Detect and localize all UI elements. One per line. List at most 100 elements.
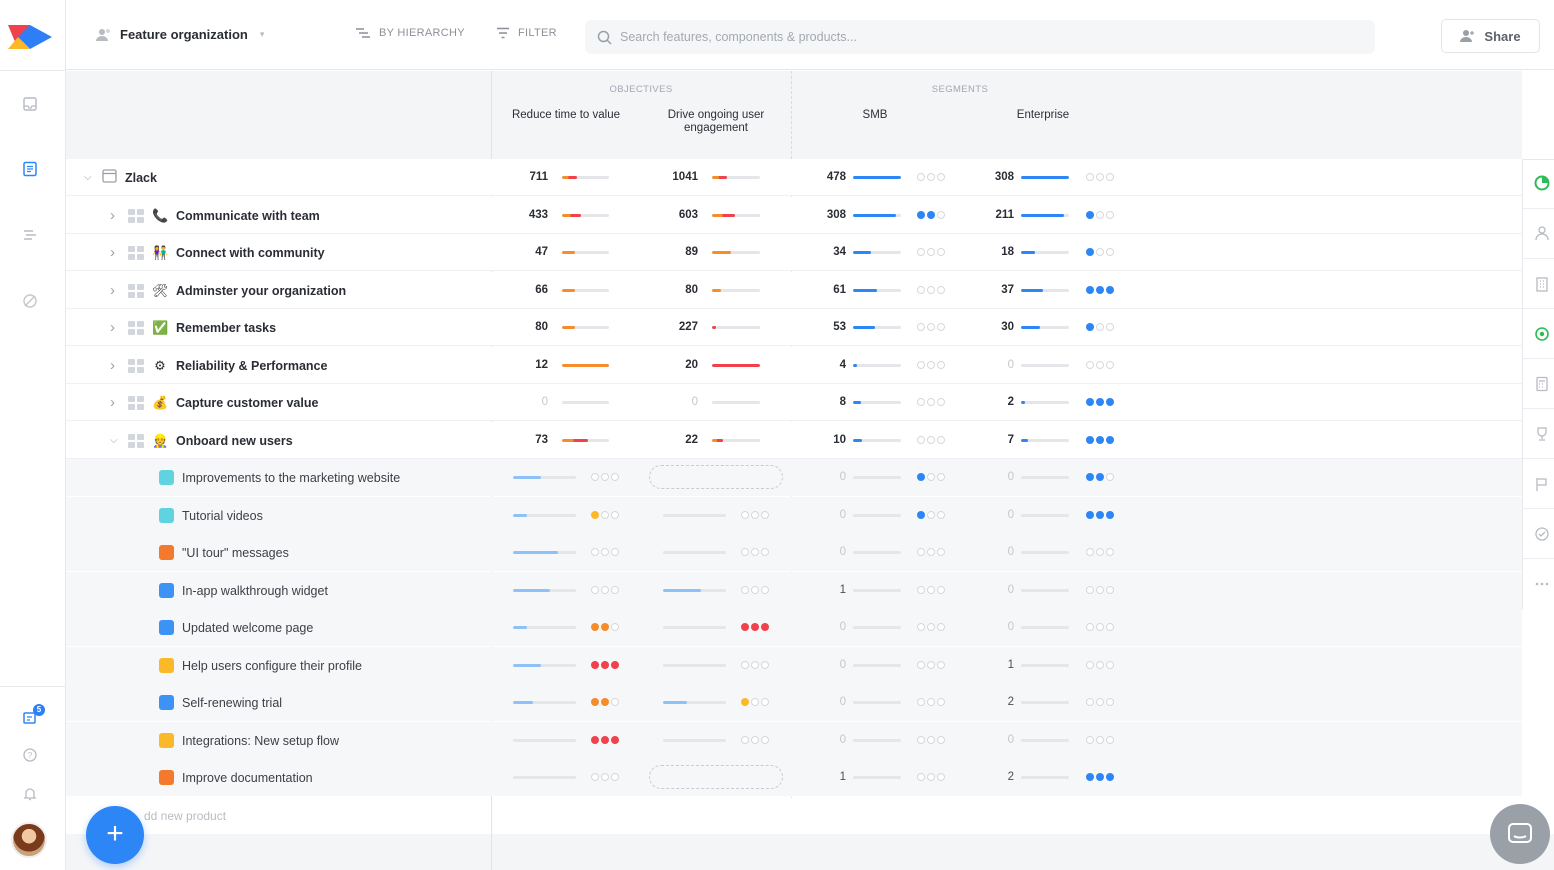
- row-name[interactable]: Capture customer value: [176, 395, 319, 410]
- table-row[interactable]: ⌵ 👷 Onboard new users 73 22 10 7: [66, 422, 1522, 459]
- priority-dots[interactable]: [917, 473, 945, 481]
- bell-icon[interactable]: [21, 785, 39, 803]
- search-box[interactable]: [585, 20, 1375, 54]
- priority-dots[interactable]: [1086, 548, 1114, 556]
- priority-dots[interactable]: [917, 323, 945, 331]
- target-icon[interactable]: [1533, 325, 1551, 343]
- priority-dots[interactable]: [917, 548, 945, 556]
- user-avatar[interactable]: [11, 822, 47, 858]
- trophy-icon[interactable]: [1533, 425, 1551, 443]
- row-name[interactable]: Connect with community: [176, 245, 325, 260]
- search-input[interactable]: [620, 30, 1360, 44]
- portal-icon[interactable]: [21, 708, 39, 726]
- priority-dots[interactable]: [741, 661, 769, 669]
- priority-dots[interactable]: [591, 586, 619, 594]
- add-product-row[interactable]: dd new product: [66, 798, 1522, 834]
- col-drive-engagement[interactable]: Drive ongoing user engagement: [646, 109, 786, 135]
- priority-dots[interactable]: [917, 173, 945, 181]
- priority-dots[interactable]: [591, 661, 619, 669]
- table-row[interactable]: ⌵ Zlack 711 1041 478 308: [66, 159, 1522, 196]
- priority-dots[interactable]: [591, 773, 619, 781]
- table-row[interactable]: Improvements to the marketing website 0 0: [66, 459, 1522, 496]
- priority-dots[interactable]: [591, 511, 619, 519]
- priority-dots[interactable]: [917, 286, 945, 294]
- col-reduce-time-to-value[interactable]: Reduce time to value: [511, 109, 621, 121]
- row-name[interactable]: Remember tasks: [176, 320, 277, 335]
- priority-dots[interactable]: [1086, 286, 1114, 294]
- empty-score-cell[interactable]: [649, 465, 783, 489]
- priority-dots[interactable]: [591, 548, 619, 556]
- table-row[interactable]: › 👫 Connect with community 47 89 34 18: [66, 234, 1522, 271]
- priority-dots[interactable]: [917, 623, 945, 631]
- col-enterprise[interactable]: Enterprise: [1016, 109, 1070, 121]
- priority-dots[interactable]: [1086, 661, 1114, 669]
- building-icon[interactable]: [1533, 275, 1551, 293]
- priority-dots[interactable]: [1086, 248, 1114, 256]
- check-circle-icon[interactable]: [1533, 525, 1551, 543]
- table-row[interactable]: Improve documentation 1 2: [66, 759, 1522, 796]
- priority-dots[interactable]: [917, 736, 945, 744]
- org-selector[interactable]: Feature organization ▾: [96, 27, 264, 42]
- table-row[interactable]: Self-renewing trial 0 2: [66, 684, 1522, 721]
- chevron-right-icon[interactable]: ›: [110, 206, 115, 224]
- table-row[interactable]: Tutorial videos 0 0: [66, 497, 1522, 534]
- priority-dots[interactable]: [591, 698, 619, 706]
- table-row[interactable]: Help users configure their profile 0 1: [66, 647, 1522, 684]
- priority-dots[interactable]: [917, 436, 945, 444]
- priority-dots[interactable]: [917, 211, 945, 219]
- filter-button[interactable]: FILTER: [496, 27, 557, 39]
- table-row[interactable]: › 💰 Capture customer value 0 0 8 2: [66, 384, 1522, 421]
- persona-icon[interactable]: [1533, 224, 1551, 242]
- priority-dots[interactable]: [1086, 361, 1114, 369]
- row-name[interactable]: Onboard new users: [176, 433, 293, 448]
- priority-dots[interactable]: [1086, 773, 1114, 781]
- priority-dots[interactable]: [1086, 173, 1114, 181]
- flag-icon[interactable]: [1533, 475, 1551, 493]
- priority-dots[interactable]: [1086, 436, 1114, 444]
- share-button[interactable]: Share: [1441, 19, 1540, 53]
- priority-dots[interactable]: [1086, 623, 1114, 631]
- priority-dots[interactable]: [917, 511, 945, 519]
- priority-dots[interactable]: [741, 736, 769, 744]
- objectives-pie-icon[interactable]: [1533, 174, 1551, 192]
- chevron-right-icon[interactable]: ›: [110, 281, 115, 299]
- col-smb[interactable]: SMB: [862, 109, 888, 121]
- chevron-right-icon[interactable]: ›: [110, 318, 115, 336]
- table-row[interactable]: Updated welcome page 0 0: [66, 609, 1522, 646]
- more-icon[interactable]: [1533, 575, 1551, 593]
- priority-dots[interactable]: [1086, 473, 1114, 481]
- calculator-icon[interactable]: [1533, 375, 1551, 393]
- table-row[interactable]: › ⚙ Reliability & Performance 12 20 4 0: [66, 347, 1522, 384]
- priority-dots[interactable]: [591, 473, 619, 481]
- priority-dots[interactable]: [917, 398, 945, 406]
- priority-dots[interactable]: [1086, 736, 1114, 744]
- priority-dots[interactable]: [1086, 511, 1114, 519]
- priority-dots[interactable]: [1086, 398, 1114, 406]
- row-name[interactable]: Adminster your organization: [176, 283, 347, 298]
- priority-dots[interactable]: [741, 698, 769, 706]
- chevron-right-icon[interactable]: ›: [110, 243, 115, 261]
- by-hierarchy-button[interactable]: BY HIERARCHY: [355, 27, 465, 39]
- priority-dots[interactable]: [1086, 586, 1114, 594]
- table-row[interactable]: "UI tour" messages 0 0: [66, 534, 1522, 571]
- table-row[interactable]: › ✅ Remember tasks 80 227 53 30: [66, 309, 1522, 346]
- priority-dots[interactable]: [917, 773, 945, 781]
- table-row[interactable]: › 🛠 Adminster your organization 66 80 61 37: [66, 272, 1522, 309]
- table-row[interactable]: Integrations: New setup flow 0 0: [66, 722, 1522, 759]
- priority-dots[interactable]: [917, 361, 945, 369]
- row-name[interactable]: Reliability & Performance: [176, 358, 328, 373]
- priority-dots[interactable]: [917, 248, 945, 256]
- priority-dots[interactable]: [741, 586, 769, 594]
- priority-dots[interactable]: [917, 586, 945, 594]
- priority-dots[interactable]: [1086, 698, 1114, 706]
- chat-button[interactable]: [1490, 804, 1550, 864]
- empty-score-cell[interactable]: [649, 765, 783, 789]
- priority-dots[interactable]: [741, 623, 769, 631]
- chevron-right-icon[interactable]: ›: [110, 356, 115, 374]
- roadmap-icon[interactable]: [21, 226, 39, 244]
- features-board-icon[interactable]: [21, 160, 39, 178]
- priority-dots[interactable]: [591, 736, 619, 744]
- table-row[interactable]: In-app walkthrough widget 1 0: [66, 572, 1522, 609]
- chevron-down-icon[interactable]: ⌵: [110, 434, 118, 446]
- row-name[interactable]: Zlack: [125, 170, 157, 185]
